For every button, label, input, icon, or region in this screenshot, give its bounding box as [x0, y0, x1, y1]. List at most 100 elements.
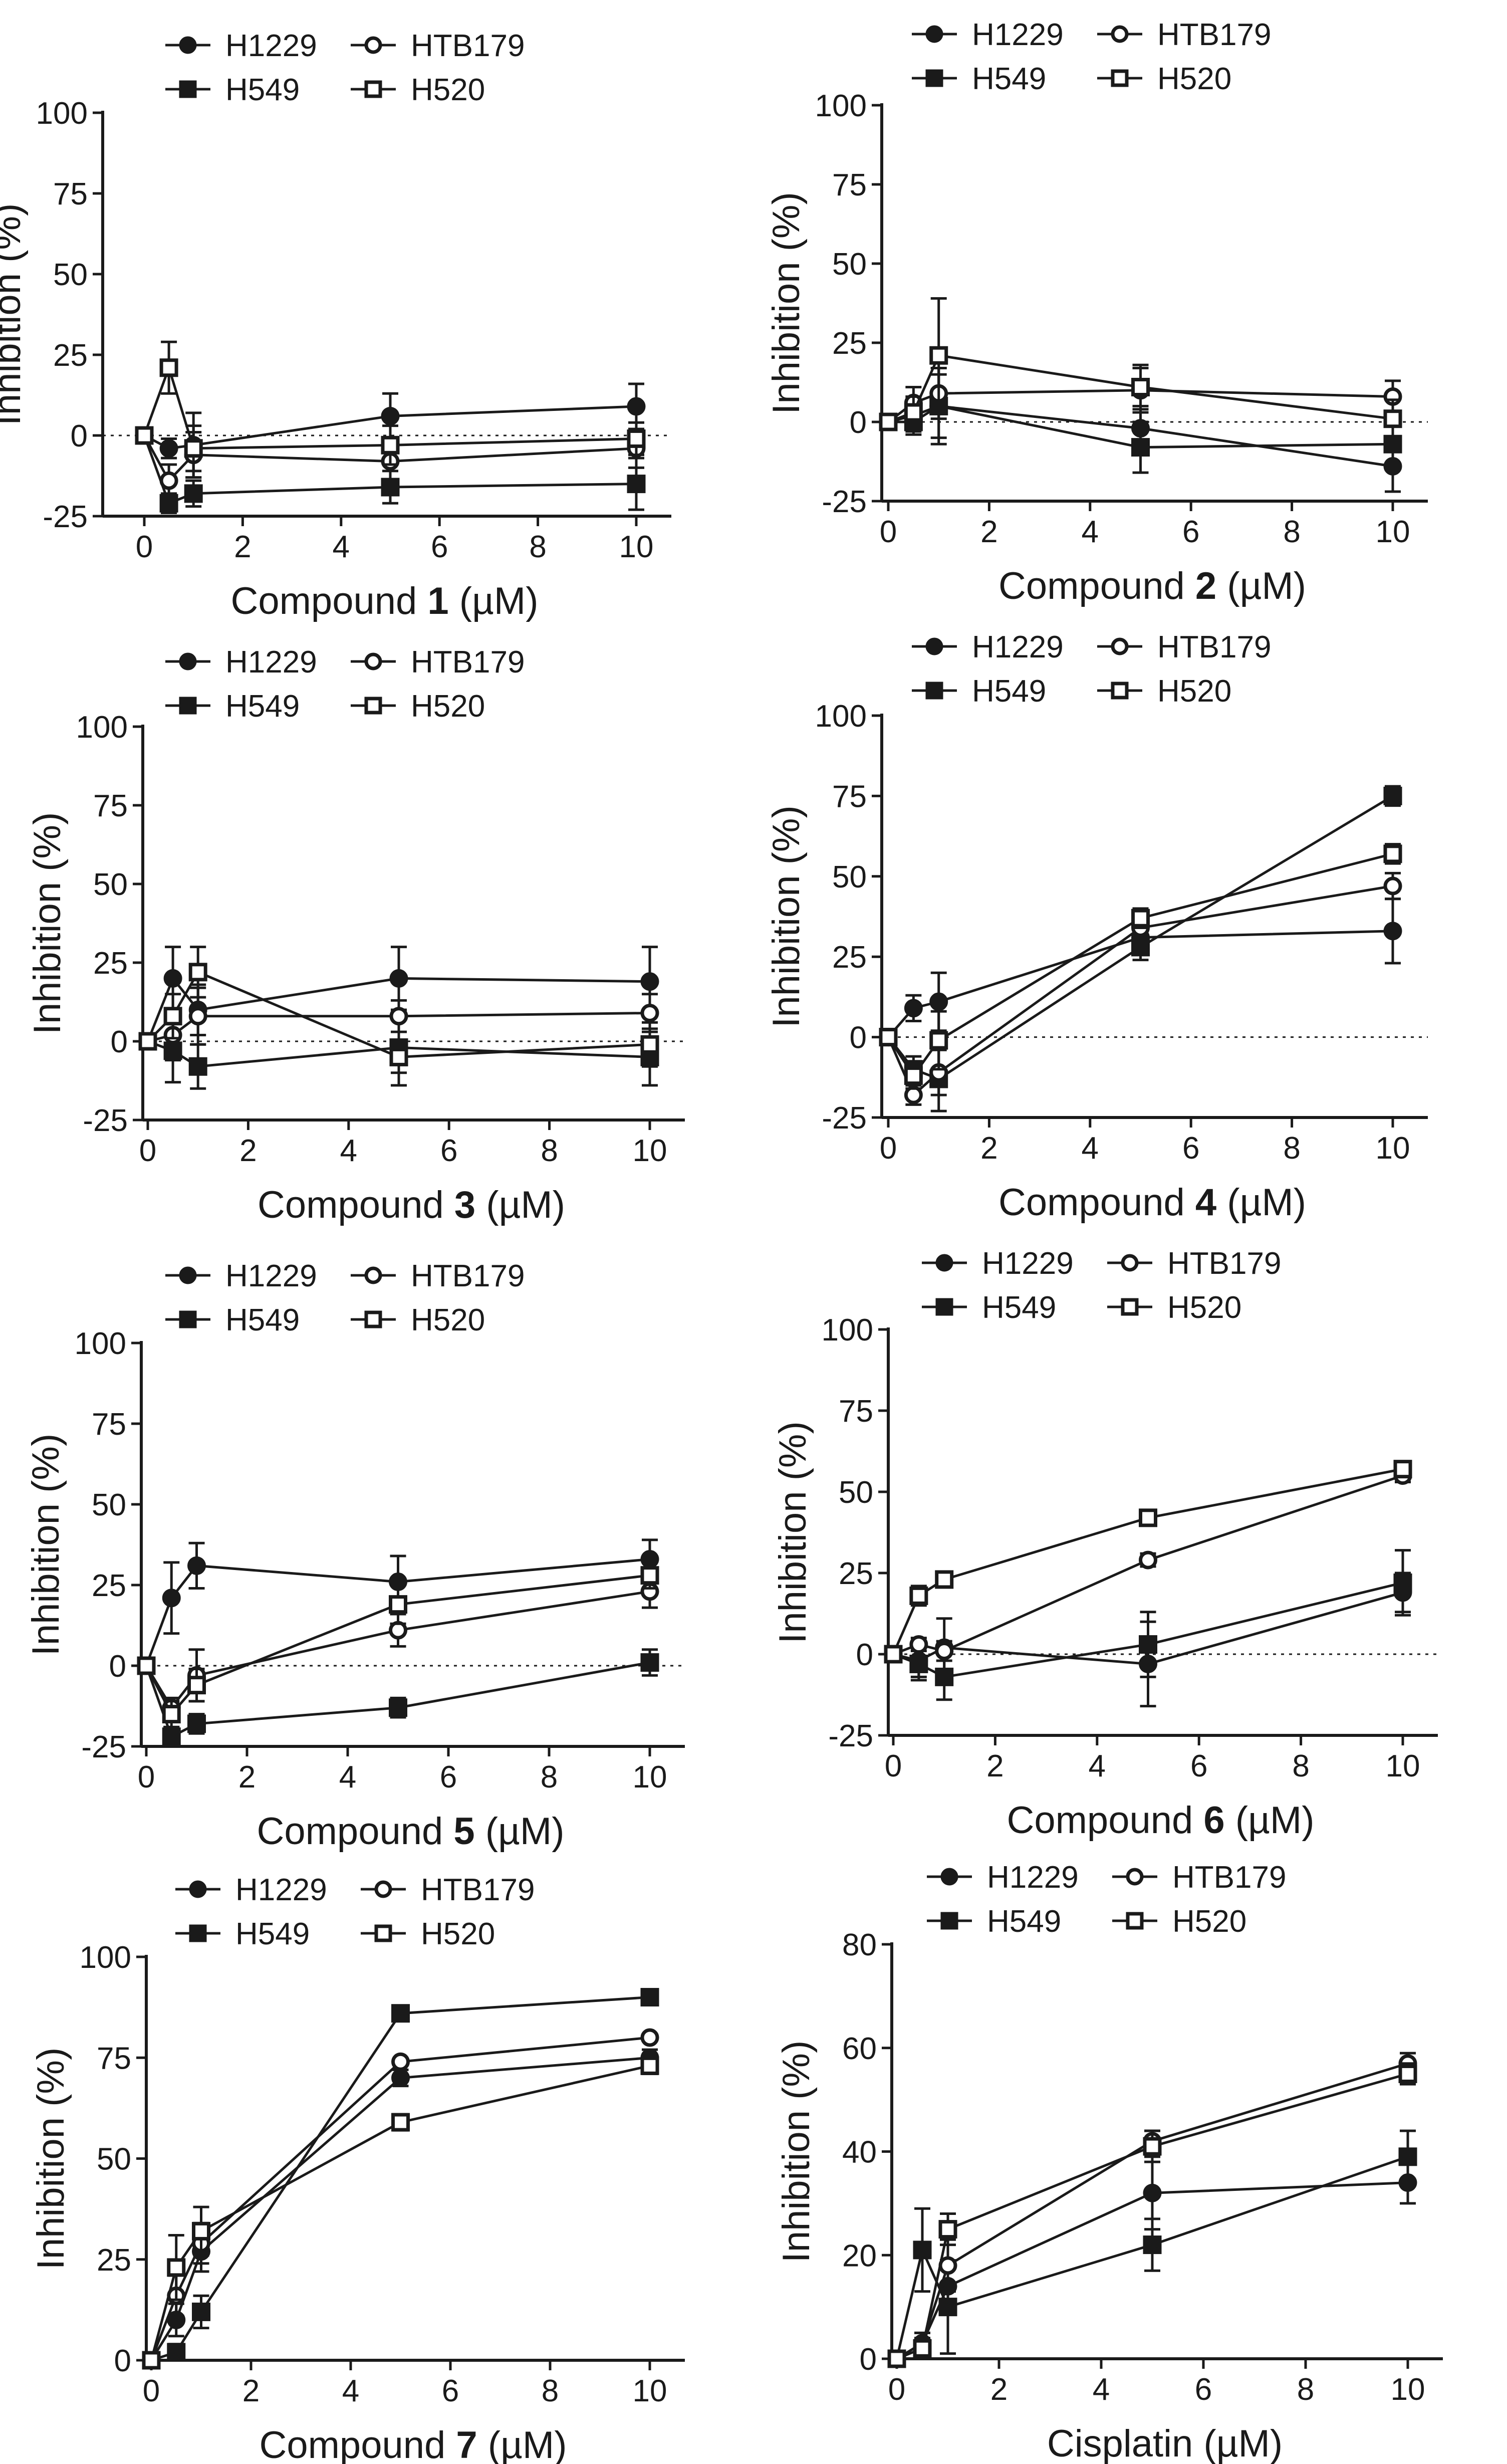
data-point-H520: [138, 1032, 157, 1051]
data-point-H1229: [381, 406, 400, 425]
data-point-H1229: [929, 992, 948, 1011]
legend-marker-H1229: [935, 1254, 953, 1272]
data-point-H1229: [163, 969, 182, 988]
data-point-H520: [640, 1566, 659, 1585]
x-tick-label: 10: [633, 1134, 667, 1168]
y-tick-label: 100: [75, 1326, 126, 1361]
x-axis-label: Compound 5 (µM): [257, 1810, 564, 1853]
legend-marker-HTB179: [364, 652, 382, 670]
data-point-H1229: [1383, 922, 1402, 941]
data-point-HTB179: [640, 1003, 659, 1022]
series-H549: [142, 1988, 659, 2370]
x-tick-label: 0: [880, 1131, 897, 1166]
x-tick-label: 8: [529, 530, 546, 564]
y-tick-label: 75: [832, 168, 867, 202]
legend-label-H549: H549: [225, 689, 300, 724]
x-axis-label: Cisplatin (µM): [1047, 2422, 1283, 2464]
y-tick-label: 25: [832, 326, 867, 361]
legend-label-H520: H520: [1157, 674, 1231, 709]
legend: H1229 HTB179 H549 H520: [165, 645, 525, 724]
chart-panel-5: -25 0 25 50 75 100 0 2 4 6 8 10 Inhibition (%) Compou…: [25, 1259, 685, 1853]
data-point-H520: [1383, 844, 1402, 863]
legend: H1229 HTB179 H549 H520: [912, 630, 1271, 709]
series-H520: [887, 2062, 1417, 2368]
x-tick-label: 0: [885, 1749, 902, 1783]
data-point-H549: [627, 475, 646, 494]
x-tick-label: 6: [1190, 1749, 1207, 1783]
series-H549: [887, 2129, 1417, 2368]
series-line-H549: [151, 1996, 650, 2362]
series-H549: [879, 785, 1402, 1112]
legend-label-HTB179: HTB179: [411, 29, 525, 63]
data-point-H520: [163, 1007, 182, 1026]
x-tick-label: 6: [1195, 2372, 1212, 2407]
data-point-HTB179: [188, 1007, 207, 1026]
legend-marker-H1229: [925, 637, 943, 655]
y-tick-label: 50: [53, 258, 88, 292]
y-tick-label: 0: [850, 1021, 867, 1055]
data-point-H549: [391, 2004, 410, 2023]
y-axis-label: Inhibition (%): [775, 2041, 818, 2263]
y-tick-label: 100: [76, 710, 128, 745]
legend-label-HTB179: HTB179: [1157, 18, 1271, 52]
legend-marker-H520: [1121, 1298, 1139, 1316]
y-axis-label: Inhibition (%): [772, 1421, 814, 1644]
x-axis-label: Compound 6 (µM): [1007, 1799, 1314, 1842]
legend-marker-H549: [189, 1924, 207, 1942]
data-point-H549: [187, 1714, 206, 1733]
y-tick-label: -25: [822, 485, 867, 519]
data-point-H520: [1131, 377, 1150, 396]
data-point-H520: [1143, 2137, 1162, 2156]
data-point-H520: [389, 1595, 407, 1614]
y-axis-label: Inhibition (%): [26, 812, 69, 1035]
data-point-H1229: [391, 2069, 410, 2087]
x-tick-label: 4: [340, 1134, 357, 1168]
x-tick-label: 0: [138, 1760, 155, 1795]
data-point-HTB179: [909, 1635, 928, 1654]
legend-label-H549: H549: [225, 73, 300, 107]
data-point-HTB179: [391, 2052, 410, 2071]
legend-marker-H520: [1111, 69, 1129, 87]
y-tick-label: 50: [93, 867, 128, 902]
data-point-H520: [929, 346, 948, 365]
series-H549: [137, 1648, 659, 1748]
y-tick-label: 0: [114, 2344, 131, 2378]
series-H520: [879, 843, 1402, 1090]
data-point-H520: [142, 2351, 161, 2370]
legend-marker-H549: [935, 1298, 953, 1316]
y-tick-label: 75: [92, 1407, 126, 1442]
x-tick-label: 0: [143, 2374, 160, 2408]
data-point-H520: [1398, 2064, 1417, 2083]
y-tick-label: 100: [815, 699, 867, 734]
legend: H1229 HTB179 H549 H520: [165, 29, 525, 107]
data-point-HTB179: [1139, 1550, 1157, 1570]
x-tick-label: 2: [980, 515, 997, 549]
y-tick-label: 40: [842, 2135, 877, 2170]
chart-panel-7: 0 25 50 75 100 0 2 4 6 8 10 Inhibition (%) Compound …: [30, 1873, 685, 2464]
x-tick-label: 0: [888, 2372, 905, 2407]
x-tick-label: 2: [238, 1760, 256, 1795]
x-axis-label: Compound 7 (µM): [259, 2424, 567, 2464]
legend-label-H549: H549: [972, 62, 1046, 96]
x-tick-label: 6: [440, 1760, 457, 1795]
data-point-H520: [184, 439, 203, 458]
data-point-H520: [913, 2339, 932, 2358]
data-point-H549: [389, 1698, 407, 1717]
data-point-H549: [935, 1667, 954, 1686]
legend-marker-H520: [364, 80, 382, 98]
legend: H1229 HTB179 H549 H520: [175, 1873, 535, 1951]
data-point-H549: [1139, 1635, 1157, 1654]
series-H520: [879, 297, 1402, 439]
data-point-H549: [1393, 1573, 1412, 1592]
x-tick-label: 2: [234, 530, 251, 564]
legend-label-H520: H520: [411, 73, 485, 107]
x-tick-label: 4: [1082, 515, 1099, 549]
legend-label-H549: H549: [235, 1917, 310, 1951]
y-tick-label: 50: [832, 247, 867, 282]
x-tick-label: 2: [239, 1134, 257, 1168]
data-point-H520: [391, 2113, 410, 2132]
data-point-H1229: [389, 969, 408, 988]
data-point-H520: [389, 1047, 408, 1066]
x-tick-label: 2: [242, 2374, 260, 2408]
data-point-H520: [159, 358, 178, 377]
